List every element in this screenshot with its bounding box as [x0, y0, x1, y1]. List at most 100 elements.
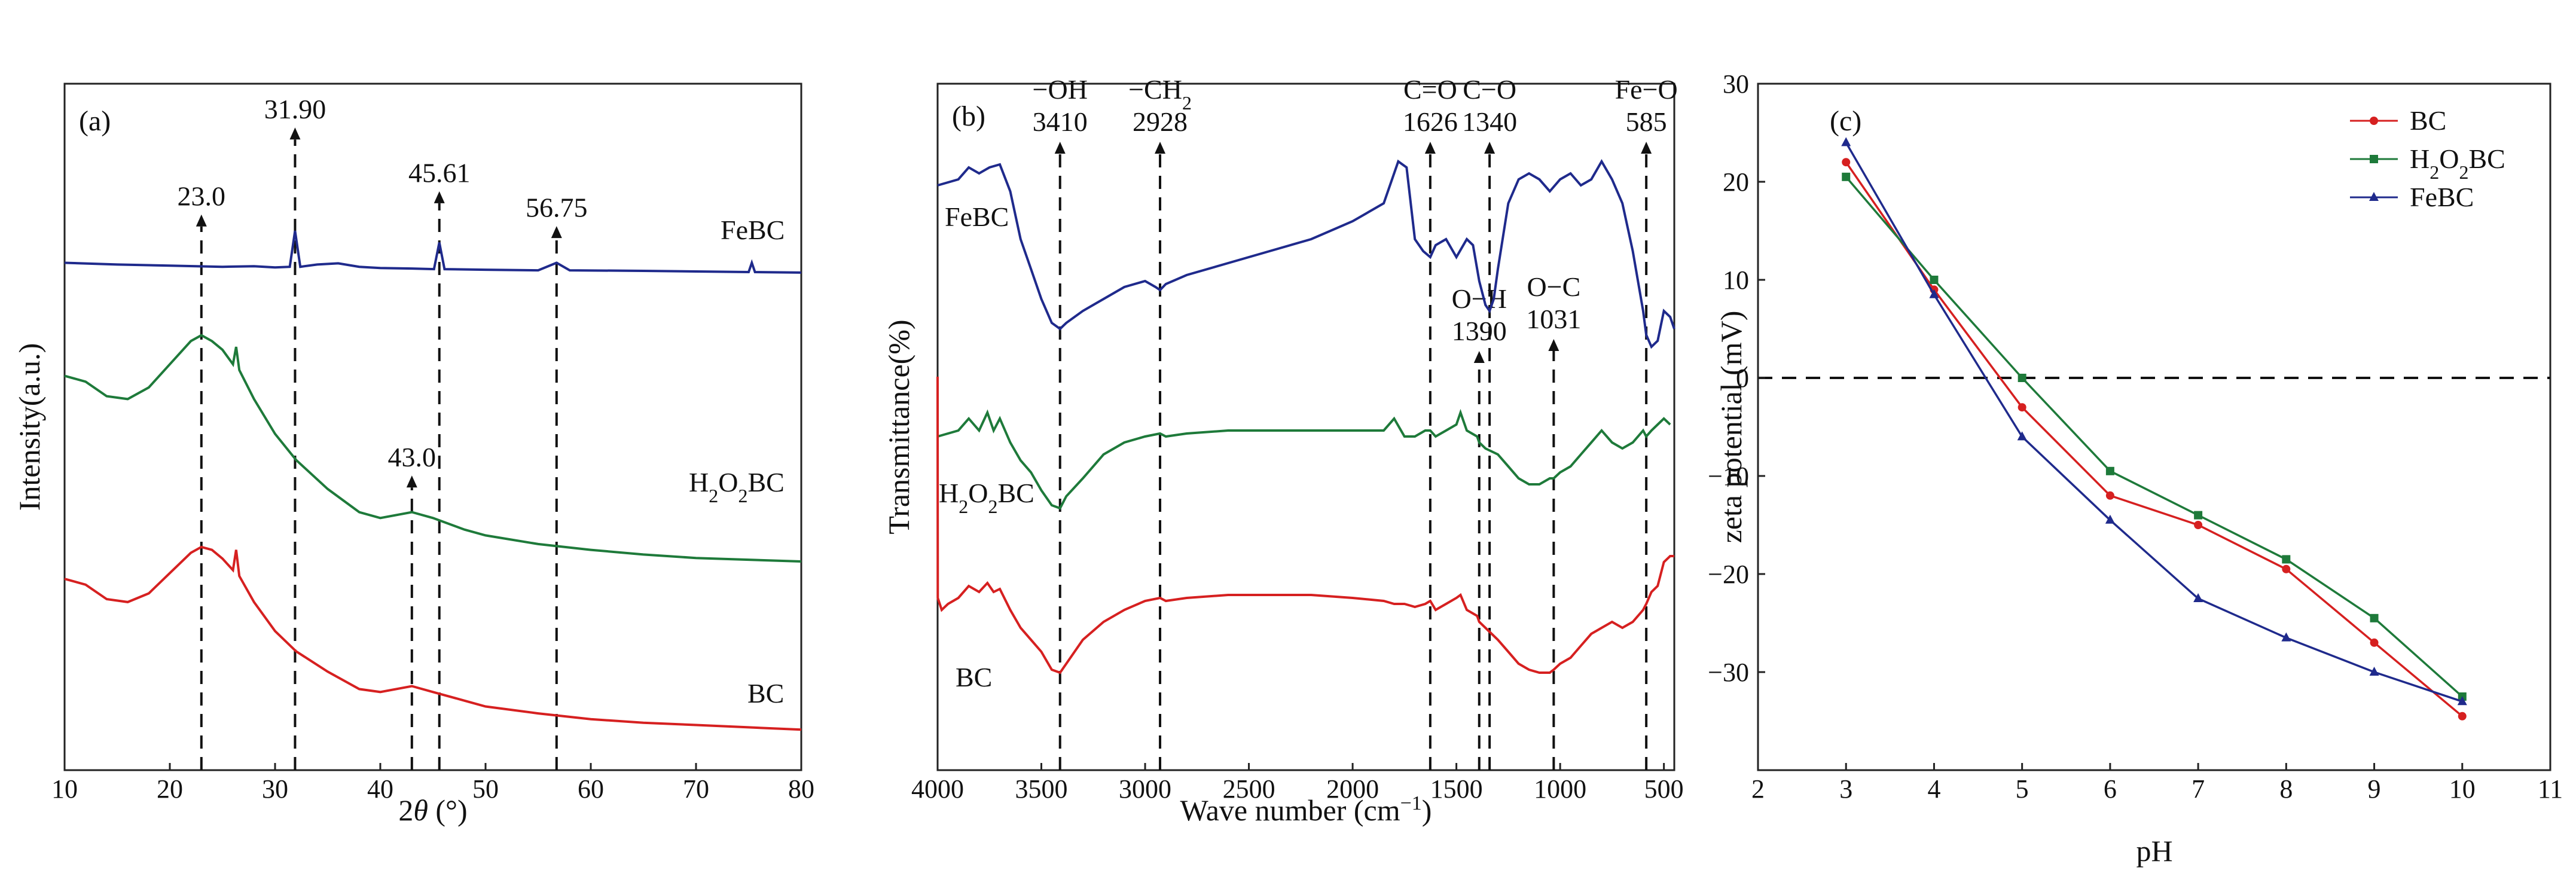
ftir-band-group-1: −CH2: [1128, 74, 1192, 114]
ftir-band-group-0: −OH: [1033, 74, 1088, 105]
xrd-peak-label-0: 23.0: [178, 181, 226, 211]
panel-b-xtick-label: 4000: [911, 774, 964, 804]
panel-c-label: (c): [1830, 105, 1861, 137]
panel-b-series-labels: FeBC H2O2BC BC: [939, 202, 1034, 692]
panel-c-y-label: zeta potential (mV): [1714, 311, 1748, 544]
panel-b-label: (b): [952, 100, 985, 132]
panel-b-xtick-label: 500: [1644, 774, 1684, 804]
ftir-band-arrow-0: [1054, 142, 1066, 154]
zeta-point-h2o2bc: [2105, 466, 2114, 475]
panel-c-xtick-label: 9: [2368, 774, 2381, 804]
panel-c-ytick-label: −10: [1708, 462, 1749, 491]
ftir-band-wavenumber-6: 1031: [1526, 304, 1581, 334]
panel-c-ytick-label: 10: [1723, 265, 1749, 295]
panel-c-ytick-label: 0: [1736, 364, 1749, 393]
xrd-peak-label-2: 45.61: [408, 158, 471, 188]
legend-entry-h2o2bc: H2O2BC: [2350, 144, 2505, 183]
xrd-peak-arrow-0: [196, 214, 207, 227]
panel-a-xtick-label: 30: [262, 774, 288, 804]
panel-b-xtick-label: 3500: [1015, 774, 1068, 804]
xrd-series-h2o2bc: [64, 334, 802, 563]
panel-a-frame: [63, 83, 802, 771]
panel-c-xtick-label: 3: [1839, 774, 1852, 804]
panel-a-xtick-label: 20: [157, 774, 183, 804]
panel-c-xtick-label: 4: [1927, 774, 1940, 804]
ftir-band-group-6: O−C: [1527, 271, 1580, 302]
xrd-peak-label-4: 43.0: [388, 442, 437, 472]
legend-marker-bc: [2370, 117, 2378, 125]
panel-b-x-ticks: 4000 3500 3000 2500 2000 1500 1000 500: [911, 763, 1684, 804]
ftir-band-arrow-2: [1424, 142, 1436, 154]
legend-marker-h2o2bc: [2370, 155, 2378, 163]
panel-a-label-h2o2bc: H2O2BC: [689, 467, 785, 506]
zeta-point-bc: [1842, 158, 1851, 167]
panel-b-xtick-label: 1500: [1430, 774, 1483, 804]
zeta-point-bc: [2018, 403, 2026, 412]
ftir-band-group-5: O−H: [1452, 283, 1507, 314]
ftir-band-wavenumber-0: 3410: [1033, 106, 1088, 137]
panel-c-x-label: pH: [2136, 834, 2172, 868]
panel-a-series: [64, 230, 802, 731]
panel-c-xtick-label: 5: [2016, 774, 2029, 804]
panel-b-label-h2o2bc: H2O2BC: [939, 478, 1034, 517]
panel-b-xtick-label: 1000: [1534, 774, 1586, 804]
panel-b-label-bc: BC: [956, 662, 992, 692]
panel-c-xtick-label: 6: [2104, 774, 2117, 804]
panel-a-label: (a): [79, 105, 111, 137]
panel-a-xtick-label: 80: [788, 774, 814, 804]
zeta-point-bc: [2370, 638, 2379, 647]
panel-a-xtick-label: 50: [472, 774, 499, 804]
ftir-band-arrow-3: [1484, 142, 1495, 154]
zeta-point-bc: [2458, 712, 2467, 721]
xrd-peak-label-3: 56.75: [526, 193, 588, 223]
legend-label-febc: FeBC: [2410, 182, 2474, 212]
legend-label-h2o2bc: H2O2BC: [2410, 144, 2505, 183]
ftir-band-wavenumber-3: 1340: [1462, 106, 1517, 137]
xrd-peak-label-1: 31.90: [264, 94, 326, 124]
xrd-peak-arrow-3: [551, 226, 562, 239]
xrd-series-bc: [64, 545, 802, 731]
panel-b-label-febc: FeBC: [945, 202, 1009, 232]
ftir-band-group-4: Fe−O: [1615, 74, 1678, 105]
panel-c-xtick-label: 7: [2192, 774, 2205, 804]
panel-c-xtick-label: 11: [2538, 774, 2563, 804]
panel-a-xrd: (a) 23.0 31.90 45.61 56.75 43.0 FeBC H2O2BC …: [13, 83, 814, 827]
zeta-point-febc: [2017, 431, 2027, 441]
ftir-series-febc: [937, 159, 1675, 349]
panel-b-xtick-label: 2500: [1223, 774, 1275, 804]
ftir-band-arrow-5: [1473, 351, 1485, 363]
ftir-band-arrow-6: [1548, 339, 1559, 351]
panel-b-y-label: Transmittance(%): [882, 319, 915, 534]
zeta-point-h2o2bc: [2194, 511, 2203, 520]
ftir-band-wavenumber-4: 585: [1626, 106, 1667, 137]
zeta-point-bc: [2282, 564, 2291, 573]
panel-c-ytick-label: −20: [1708, 560, 1749, 589]
panel-c-zeta: (c) 2 3 4 5 6 7 8 9 10 11 30 20 10 0 −10 −20 −30 BC H2O…: [1708, 69, 2563, 868]
panel-a-x-label: 2θ (°): [398, 793, 467, 827]
zeta-point-febc: [2281, 632, 2291, 642]
zeta-point-febc: [2457, 696, 2467, 706]
zeta-point-h2o2bc: [2282, 555, 2291, 564]
legend-label-bc: BC: [2410, 105, 2446, 136]
zeta-point-febc: [2193, 593, 2203, 602]
xrd-peak-arrow-1: [289, 127, 301, 140]
panel-a-series-labels: FeBC H2O2BC BC: [689, 215, 785, 709]
ftir-band-wavenumber-1: 2928: [1133, 106, 1188, 137]
legend-marker-febc: [2369, 192, 2379, 201]
panel-c-legend: BC H2O2BC FeBC: [2350, 105, 2505, 212]
zeta-series-febc: [1845, 142, 2463, 703]
panel-c-ytick-label: −30: [1708, 658, 1749, 687]
panel-c-xtick-label: 8: [2279, 774, 2293, 804]
zeta-series-h2o2bc: [1845, 176, 2463, 698]
zeta-point-bc: [2194, 521, 2203, 529]
panel-c-xtick-label: 10: [2449, 774, 2476, 804]
zeta-point-febc: [1841, 137, 1851, 146]
zeta-point-h2o2bc: [2370, 613, 2379, 622]
panel-a-xtick-label: 40: [367, 774, 393, 804]
ftir-band-group-2: C=O: [1403, 74, 1457, 105]
panel-b-annotations: −OH3410−CH22928C=O1626C−O1340Fe−O585O−H1…: [1033, 74, 1678, 770]
panel-b-x-label: Wave number (cm−1): [1180, 792, 1432, 828]
panel-a-xtick-label: 70: [683, 774, 709, 804]
xrd-series-febc: [64, 230, 802, 274]
